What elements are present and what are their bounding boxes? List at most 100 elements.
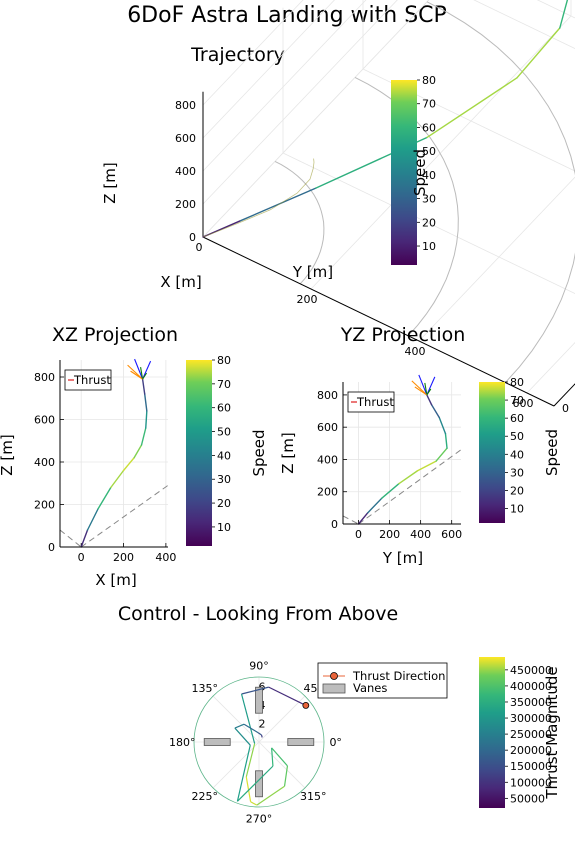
- thrust-vector: [426, 388, 432, 396]
- colorbar-tick-label: 50: [422, 145, 436, 158]
- thrust-vector: [414, 386, 428, 396]
- colorbar-ticks: 50000 100000 150000 200000 250000 300000 35000…: [505, 664, 552, 805]
- grid-line-y: [362, 68, 575, 172]
- glideslope-right: [80, 484, 169, 548]
- z-tick-label: 600: [175, 132, 196, 145]
- glideslope-right: [358, 449, 462, 525]
- xz-title: XZ Projection: [52, 324, 178, 346]
- trajectory-segment: [122, 457, 135, 472]
- y-tick-label: 400: [34, 456, 55, 469]
- y-tick-label: 0: [562, 402, 569, 415]
- thrust-path-segment: [240, 693, 256, 744]
- control-title: Control - Looking From Above: [118, 603, 398, 625]
- y-tick-label: 0: [331, 518, 338, 531]
- trajectory-segment: [80, 529, 89, 548]
- angular-grid-line: [258, 695, 306, 743]
- colorbar-tick-label: 50: [217, 426, 231, 439]
- xz-plot: 0 200 400 0 200 400 600 800 Thrust: [34, 358, 176, 564]
- y-tick-label: 400: [317, 453, 338, 466]
- x-tick-label: 200: [297, 293, 318, 306]
- thrust-vector: [134, 358, 144, 380]
- y-tick-label: 600: [317, 421, 338, 434]
- z-tick-label: 0: [189, 231, 196, 244]
- colorbar-tick-label: 20: [510, 484, 524, 497]
- trajectory-segment: [559, 0, 569, 29]
- thrust-path-segment: [257, 732, 262, 736]
- grid-line-z: [202, 0, 304, 106]
- trajectory-segment: [438, 416, 447, 435]
- thrust-path-segment: [256, 785, 285, 806]
- trajectory-segment: [444, 432, 448, 449]
- colorbar-tick-label: 20: [422, 216, 436, 229]
- control-polar-plot: 0°45°90°135°180°225°270°315°246Thrust Di…: [169, 659, 448, 826]
- grid-line-x: [526, 342, 575, 394]
- x-tick-label: 400: [405, 345, 426, 358]
- radial-tick-label: 2: [259, 717, 266, 730]
- colorbar-tick-label: 30: [217, 473, 231, 486]
- yz-plot: 0 200 400 600 0 200 400 600 800 Thrust: [317, 374, 462, 541]
- thrust-vector: [411, 380, 428, 396]
- angular-grid-line: [212, 695, 260, 743]
- thrust-vector: [142, 372, 148, 380]
- thrust-vector: [426, 376, 436, 396]
- trajectory-segment: [357, 512, 369, 525]
- colorbar-tick-label: 10: [422, 240, 436, 253]
- xz-colorbar: 10 20 30 40 50 60 70 80 Speed: [186, 354, 268, 546]
- x-tick-label: 600: [441, 528, 462, 541]
- colorbar-tick-label: 350000: [510, 696, 552, 709]
- grid-line-z: [536, 0, 575, 19]
- trajectory-segment: [426, 394, 433, 406]
- legend-box: [347, 391, 395, 413]
- trajectory-segment: [133, 444, 143, 459]
- thrust-path-segment: [250, 801, 258, 806]
- vane: [287, 738, 315, 746]
- yz-colorbar: 10 20 30 40 50 60 70 80 Speed: [479, 376, 561, 523]
- thrust-path-segment: [268, 686, 307, 706]
- trajectory-segment: [398, 470, 419, 485]
- yz-panel: YZ Projection 0 200 400 600 0 200 400 600 800 Thr…: [279, 324, 561, 567]
- colorbar-tick-label: 250000: [510, 728, 552, 741]
- polar-outer-ring: [193, 676, 325, 808]
- trajectory-title: Trajectory: [190, 44, 285, 66]
- colorbar-ticks: 10 20 30 40 50 60 70 80: [505, 376, 524, 516]
- trajectory-segment: [430, 403, 440, 419]
- grid-line-z: [202, 0, 398, 205]
- legend-swatch-vanes: [322, 683, 346, 694]
- trajectory-segment: [86, 508, 99, 531]
- colorbar-label: Speed: [250, 429, 268, 476]
- trajectory-segment: [381, 482, 400, 499]
- colorbar-gradient: [391, 80, 417, 265]
- colorbar-tick-label: 70: [217, 378, 231, 391]
- colorbar-tick-label: 30: [510, 466, 524, 479]
- z-tick-label: 400: [175, 165, 196, 178]
- colorbar-tick-label: 80: [422, 74, 436, 87]
- colorbar-gradient: [186, 360, 212, 546]
- thrust-direction-point: [302, 702, 310, 709]
- radial-tick-label: 6: [259, 680, 266, 693]
- y-tick-label: 200: [317, 486, 338, 499]
- trajectory-segment: [141, 378, 146, 395]
- trajectory-segment: [110, 469, 125, 489]
- x-tick-label: 200: [113, 551, 134, 564]
- yz-title: YZ Projection: [340, 324, 466, 346]
- colorbar-label: Speed: [411, 149, 429, 196]
- thrust-vector: [424, 382, 428, 395]
- colorbar-tick-label: 80: [217, 354, 231, 367]
- angle-tick-label: 180°: [169, 736, 196, 749]
- trajectory-segment: [416, 460, 437, 472]
- legend-label-vanes: Vanes: [353, 681, 387, 695]
- thrust-path-segment: [234, 727, 251, 746]
- colorbar-tick-label: 50: [510, 430, 524, 443]
- vane: [255, 770, 263, 798]
- trajectory-segment: [97, 486, 112, 510]
- glideslope-ring: [426, 1, 575, 383]
- x-axis-line: [202, 236, 555, 407]
- colorbar-tick-label: 100000: [510, 776, 552, 789]
- thrust-path-segment: [236, 745, 251, 802]
- z-tick-label: 200: [175, 198, 196, 211]
- vane: [255, 686, 263, 714]
- trajectory-segment: [239, 187, 317, 222]
- thrust-vectors: [127, 358, 152, 380]
- thrust-vector: [127, 364, 143, 380]
- trajectory-segment: [140, 427, 147, 446]
